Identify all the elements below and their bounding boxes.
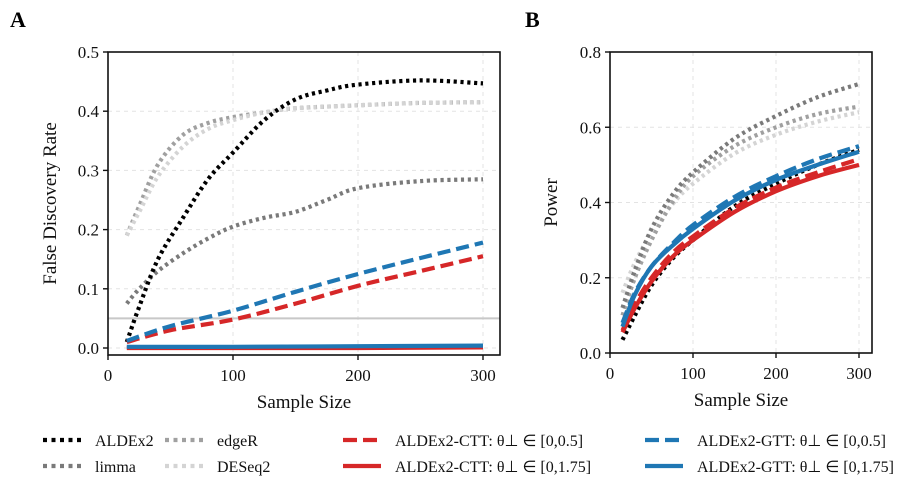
legend-label: ALDEx2-CTT: θ⊥ ∈ [0,1.75]: [395, 459, 591, 476]
series-line-limma: [620, 81, 860, 309]
series-line-edger: [124, 100, 484, 237]
panel-label-a: A: [10, 7, 26, 32]
y-tick-label: 0.4: [580, 194, 602, 213]
legend-item-aldex2-ctt-theta-in-0-1-75: ALDEx2-CTT: θ⊥ ∈ [0,1.75]: [343, 459, 591, 476]
series-line-aldex2: [124, 78, 484, 343]
y-tick-label: 0.2: [78, 221, 99, 240]
legend-label: ALDEx2-CTT: θ⊥ ∈ [0,0.5]: [395, 433, 583, 450]
y-tick-label: 0.0: [78, 339, 99, 358]
legend-label: limma: [95, 459, 136, 476]
series-line-aldex2-ctt-theta-in-0-0-5: [126, 254, 484, 345]
series-line-aldex2-gtt-theta-in-0-0-5: [126, 240, 484, 343]
series-line-aldex2-gtt-theta-in-0-1-75: [126, 343, 484, 349]
legend-item-limma: limma: [43, 459, 136, 476]
y-tick-label: 0.8: [580, 43, 601, 62]
x-axis-label: Sample Size: [694, 390, 788, 411]
series-line-limma: [125, 177, 484, 305]
y-tick-label: 0.4: [78, 102, 100, 121]
axes-frame: [107, 51, 501, 356]
series-line-edger: [620, 104, 860, 317]
y-tick-label: 0.0: [580, 344, 601, 363]
y-tick-label: 0.2: [580, 269, 601, 288]
y-axis-label: Power: [541, 178, 562, 227]
legend-label: ALDEx2-GTT: θ⊥ ∈ [0,0.5]: [697, 433, 886, 450]
series-line-aldex2-ctt-theta-in-0-0-5: [620, 157, 860, 332]
x-tick-label: 200: [345, 366, 371, 385]
legend-item-aldex2-gtt-theta-in-0-0-5: ALDEx2-GTT: θ⊥ ∈ [0,0.5]: [645, 433, 886, 450]
y-tick-label: 0.3: [78, 161, 99, 180]
x-tick-label: 0: [104, 366, 113, 385]
legend-item-aldex2-ctt-theta-in-0-0-5: ALDEx2-CTT: θ⊥ ∈ [0,0.5]: [343, 433, 583, 450]
panel-label-b: B: [525, 7, 540, 32]
x-tick-label: 300: [846, 364, 872, 383]
y-tick-label: 0.5: [78, 43, 99, 62]
series-line-aldex2: [620, 147, 860, 341]
x-tick-label: 300: [470, 366, 496, 385]
series-line-aldex2-ctt-theta-in-0-1-75: [620, 162, 860, 334]
legend-label: DESeq2: [217, 459, 270, 476]
panel-b-power-chart: 0 100 200 300 0.0 0.2 0.4 0.6 0.8 Sample Size Powe…: [541, 43, 873, 411]
x-tick-label: 100: [680, 364, 706, 383]
x-tick-label: 0: [606, 364, 615, 383]
legend-item-deseq2: DESeq2: [165, 459, 270, 476]
legend: ALDEx2 limma edgeR DESeq2 ALDEx2-CTT: θ⊥ ∈ […: [43, 433, 894, 476]
series-line-aldex2-gtt-theta-in-0-1-75: [620, 149, 860, 328]
legend-item-aldex2-gtt-theta-in-0-1-75: ALDEx2-GTT: θ⊥ ∈ [0,1.75]: [645, 459, 894, 476]
x-tick-label: 200: [763, 364, 789, 383]
legend-item-edger: edgeR: [165, 433, 258, 450]
y-tick-label: 0.6: [580, 118, 601, 137]
legend-item-aldex2: ALDEx2: [43, 433, 154, 450]
x-axis-label: Sample Size: [257, 392, 351, 413]
legend-label: edgeR: [217, 433, 258, 450]
y-tick-label: 0.1: [78, 280, 99, 299]
x-tick-label: 100: [220, 366, 246, 385]
legend-label: ALDEx2: [95, 433, 154, 450]
series-line-deseq2: [124, 100, 484, 237]
panel-a-fdr-chart: 0 100 200 300 0.0 0.1 0.2 0.3 0.4 0.5 Sample Size F…: [40, 43, 501, 413]
legend-label: ALDEx2-GTT: θ⊥ ∈ [0,1.75]: [697, 459, 894, 476]
y-axis-label: False Discovery Rate: [40, 122, 61, 285]
